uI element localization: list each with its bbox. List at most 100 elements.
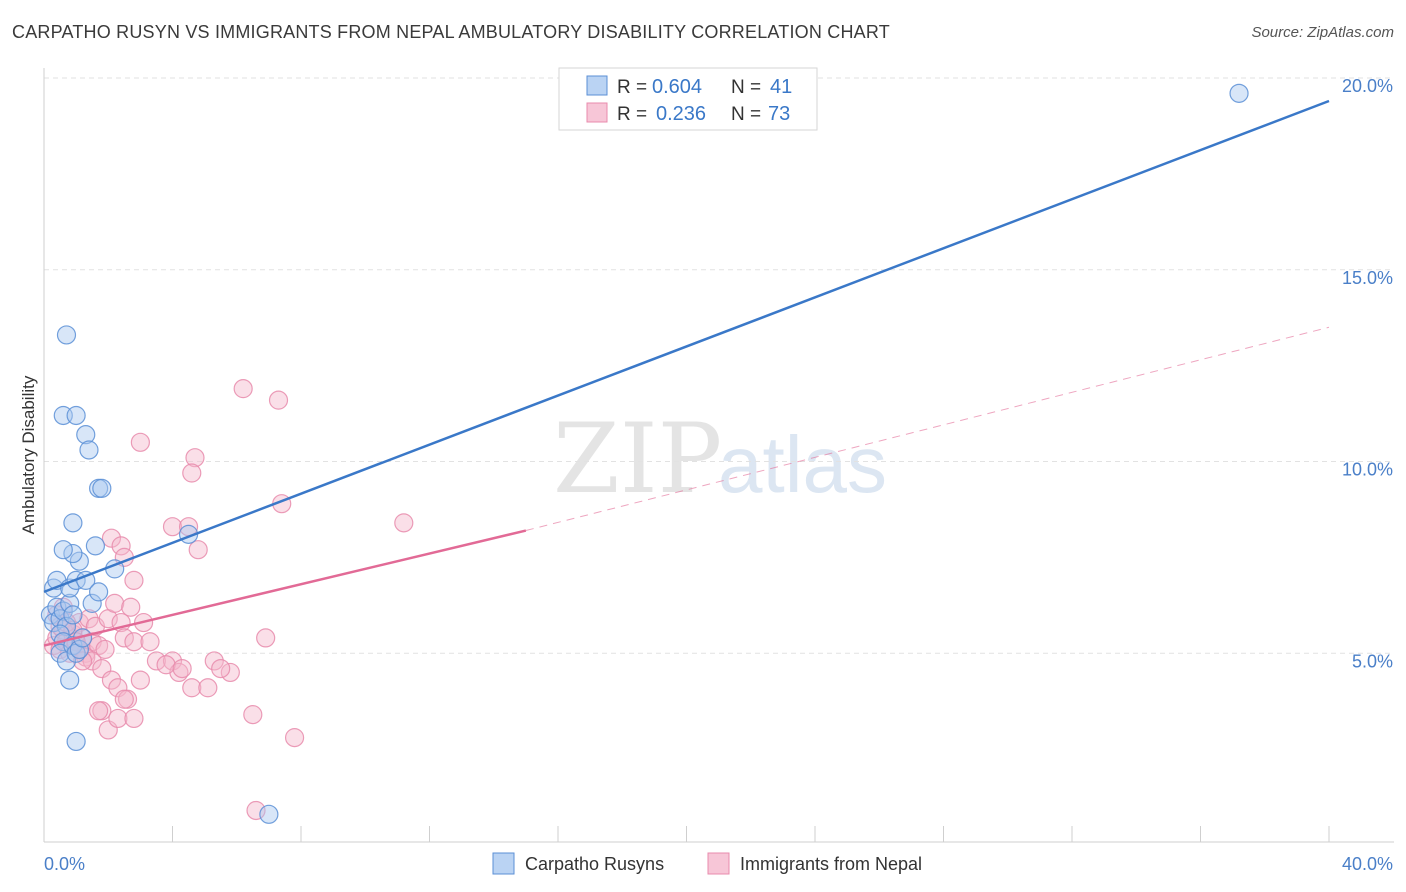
point-immigrants-from-nepal-26 (105, 593, 125, 613)
point-immigrants-from-nepal-41 (130, 670, 150, 690)
point-immigrants-from-nepal-44 (101, 528, 122, 548)
trend-line-carpatho-rusyns (43, 99, 1330, 594)
point-immigrants-from-nepal-66 (284, 728, 305, 748)
point-immigrants-from-nepal-57 (394, 513, 414, 533)
point-carpatho-rusyns-36 (66, 405, 86, 426)
point-carpatho-rusyns-30 (63, 513, 83, 533)
point-immigrants-from-nepal-68 (156, 655, 176, 675)
point-carpatho-rusyns-0 (40, 605, 61, 625)
point-carpatho-rusyns-16 (69, 639, 89, 660)
series-legend-label-carpatho-rusyns: Carpatho Rusyns (525, 854, 664, 874)
y-tick-labels: 5.0% 10.0% 15.0% 20.0% (1342, 76, 1393, 671)
legend-r-value-1: 0.604 (652, 76, 702, 98)
point-carpatho-rusyns-32 (92, 478, 112, 498)
point-immigrants-from-nepal-58 (204, 651, 224, 671)
legend-n-label-1: N = (731, 77, 761, 98)
x-tick-labels: 0.0% 40.0% (44, 854, 1393, 874)
series-legend: Carpatho Rusyns Immigrants from Nepal (492, 852, 922, 875)
point-immigrants-from-nepal-65 (256, 628, 276, 648)
point-immigrants-from-nepal-29 (121, 597, 141, 617)
point-carpatho-rusyns-39 (259, 804, 279, 824)
point-immigrants-from-nepal-51 (185, 448, 205, 468)
axes (43, 68, 1394, 843)
grid-lines (44, 77, 1394, 654)
point-immigrants-from-nepal-30 (124, 632, 144, 652)
legend-n-value-2: 73 (768, 103, 790, 125)
point-carpatho-rusyns-40 (1229, 83, 1249, 103)
legend-r-value-2: 0.236 (656, 103, 706, 125)
y-tick-label-0: 5.0% (1352, 651, 1393, 671)
point-carpatho-rusyns-3 (50, 609, 70, 629)
point-immigrants-from-nepal-47 (124, 570, 144, 590)
point-carpatho-rusyns-27 (89, 582, 109, 602)
point-carpatho-rusyns-29 (66, 731, 86, 752)
point-carpatho-rusyns-33 (76, 425, 96, 445)
source-label: Source: ZipAtlas.com (1251, 24, 1394, 41)
point-carpatho-rusyns-25 (85, 536, 106, 556)
point-carpatho-rusyns-7 (56, 616, 77, 637)
point-immigrants-from-nepal-62 (182, 678, 202, 698)
y-tick-label-2: 15.0% (1342, 268, 1393, 288)
point-immigrants-from-nepal-54 (233, 379, 253, 399)
point-immigrants-from-nepal-50 (188, 540, 208, 560)
trend-extension-immigrants-from-nepal (525, 326, 1330, 532)
legend-swatch-blue (586, 75, 608, 96)
legend-n-label-2: N = (731, 104, 761, 125)
point-carpatho-rusyns-8 (60, 593, 80, 613)
point-immigrants-from-nepal-39 (108, 708, 128, 729)
legend-swatch-pink (586, 102, 608, 123)
point-immigrants-from-nepal-64 (243, 705, 263, 725)
series-legend-label-immigrants-from-nepal: Immigrants from Nepal (740, 854, 922, 874)
point-carpatho-rusyns-37 (56, 325, 77, 345)
point-carpatho-rusyns-20 (69, 551, 89, 571)
series-legend-swatch-pink (707, 852, 730, 875)
point-immigrants-from-nepal-59 (220, 662, 240, 683)
y-tick-label-3: 20.0% (1342, 76, 1393, 96)
point-immigrants-from-nepal-72 (72, 651, 93, 671)
point-carpatho-rusyns-34 (79, 440, 99, 460)
x-tick-label-1: 40.0% (1342, 854, 1393, 874)
point-immigrants-from-nepal-48 (162, 517, 183, 537)
point-immigrants-from-nepal-28 (114, 628, 134, 648)
point-immigrants-from-nepal-42 (89, 701, 109, 721)
point-immigrants-from-nepal-34 (101, 670, 122, 690)
series-legend-swatch-blue (492, 852, 515, 875)
y-tick-label-1: 10.0% (1342, 460, 1393, 480)
point-immigrants-from-nepal-52 (182, 463, 202, 483)
point-carpatho-rusyns-22 (82, 593, 102, 613)
x-ticks (172, 826, 1330, 842)
point-immigrants-from-nepal-53 (130, 432, 150, 452)
x-tick-label-0: 0.0% (44, 854, 85, 874)
trend-lines (43, 99, 1330, 647)
point-immigrants-from-nepal-32 (140, 632, 160, 652)
watermark-zip: ZIP (553, 403, 722, 515)
point-immigrants-from-nepal-70 (211, 658, 231, 679)
legend-n-value-1: 41 (770, 76, 792, 98)
y-axis-title: Ambulatory Disability (19, 375, 38, 534)
point-immigrants-from-nepal-43 (114, 689, 134, 709)
watermark-atlas: atlas (718, 420, 887, 509)
point-immigrants-from-nepal-40 (124, 708, 144, 729)
point-carpatho-rusyns-28 (60, 670, 80, 690)
series-carpatho-rusyns-points (40, 83, 1249, 824)
point-immigrants-from-nepal-67 (246, 800, 266, 821)
legend-r-label-2: R = (617, 104, 647, 125)
point-immigrants-from-nepal-11 (79, 609, 99, 629)
point-immigrants-from-nepal-55 (268, 390, 289, 410)
trend-line-immigrants-from-nepal (43, 529, 527, 647)
point-carpatho-rusyns-10 (50, 624, 70, 644)
point-immigrants-from-nepal-71 (95, 639, 115, 660)
point-carpatho-rusyns-24 (53, 540, 73, 560)
chart-title: CARPATHO RUSYN VS IMMIGRANTS FROM NEPAL … (12, 22, 890, 42)
point-immigrants-from-nepal-69 (172, 658, 192, 679)
point-carpatho-rusyns-4 (53, 601, 73, 621)
legend-r-label-1: R = (617, 77, 647, 98)
correlation-legend: R = 0.604 N = 41 R = 0.236 N = 73 (558, 67, 818, 131)
point-immigrants-from-nepal-33 (146, 651, 167, 671)
point-carpatho-rusyns-23 (63, 543, 83, 564)
point-immigrants-from-nepal-63 (198, 678, 218, 698)
point-carpatho-rusyns-9 (63, 605, 83, 625)
point-immigrants-from-nepal-45 (111, 536, 131, 556)
point-immigrants-from-nepal-23 (82, 651, 102, 671)
